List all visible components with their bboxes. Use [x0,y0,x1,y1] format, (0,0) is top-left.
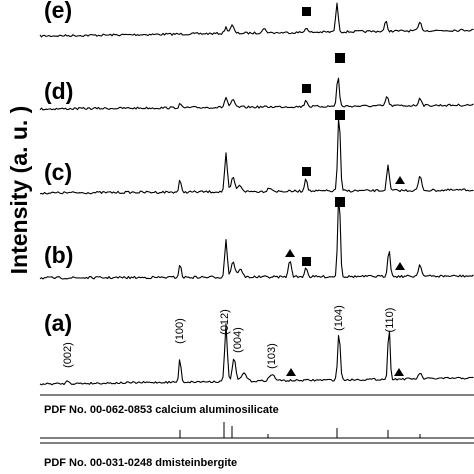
reference-label-calcium-aluminosilicate: PDF No. 00-062-0853 calcium aluminosilic… [44,404,279,416]
square-marker [335,53,345,63]
triangle-markers [285,176,405,376]
hkl-label-103: (103) [266,343,278,369]
square-markers [302,7,345,266]
square-marker [335,197,345,207]
trace-c [39,118,474,195]
triangle-marker [395,262,405,270]
trace-b [39,197,474,280]
reference-lines [40,422,474,439]
square-marker [335,110,345,120]
triangle-marker [395,176,405,184]
hkl-label-012: (012) [219,309,231,335]
trace-e [39,2,474,38]
hkl-label-110: (110) [384,308,396,333]
triangle-marker [394,368,404,376]
pattern-label-c: (c) [44,159,72,185]
pattern-label-a: (a) [44,310,72,336]
hkl-label-004: (004) [232,327,244,353]
square-marker [302,84,311,93]
pattern-label-b: (b) [44,242,73,268]
y-axis-label: Intensity (a. u. ) [6,106,32,275]
square-marker [302,257,311,266]
triangle-marker [285,249,295,257]
hkl-label-104: (104) [333,305,345,331]
triangle-marker [286,368,296,376]
hkl-label-002: (002) [62,342,74,368]
square-marker [302,167,311,176]
pattern-label-d: (d) [44,78,73,104]
square-marker [302,7,311,16]
trace-a [39,323,474,386]
trace-d [39,77,474,111]
hkl-label-100: (100) [174,318,186,344]
pattern-label-e: (e) [44,0,72,23]
reference-label-dmisteinbergite: PDF No. 00-031-0248 dmisteinbergite [44,457,237,469]
